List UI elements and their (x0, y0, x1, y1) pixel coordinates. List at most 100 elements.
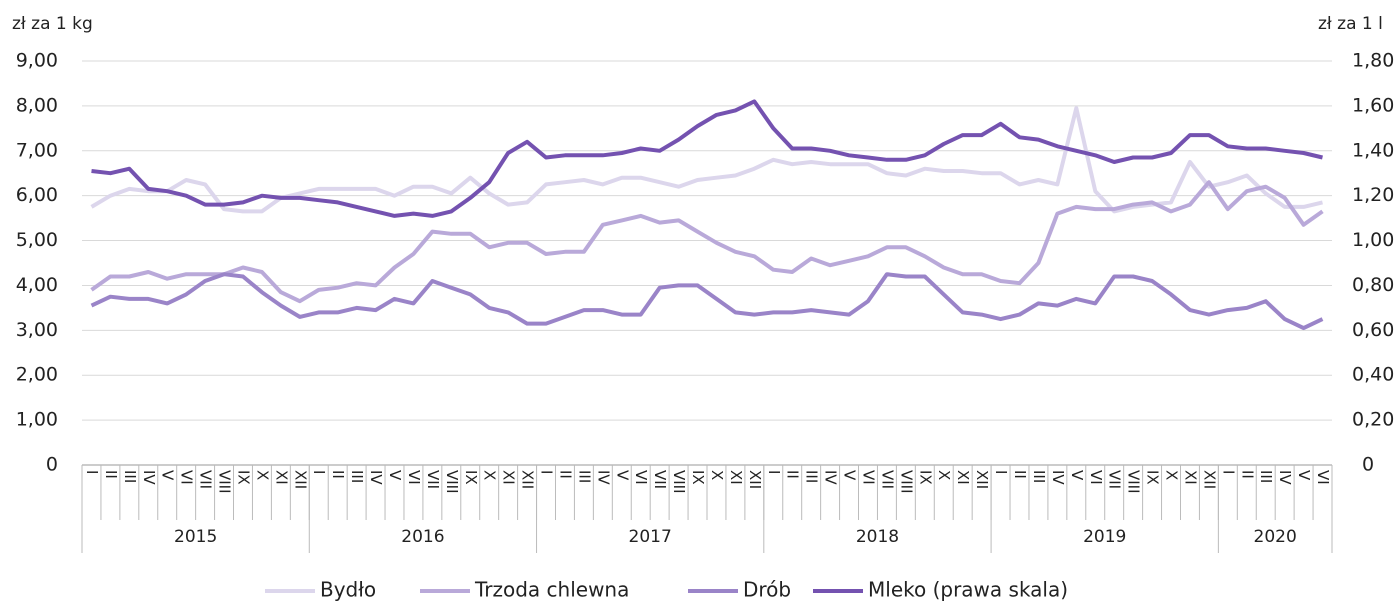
y-tick-label: 1,00 (16, 409, 58, 431)
x-tick-label: I (1219, 470, 1237, 474)
x-tick-label: XII (973, 470, 991, 489)
x-tick-label: VIII (216, 470, 234, 494)
x-tick-label: II (1011, 470, 1029, 479)
y-tick-label: 6,00 (16, 184, 58, 206)
x-tick-label: VIII (443, 470, 461, 494)
y2-tick-label: 0,80 (1352, 274, 1394, 296)
x-tick-label: XII (519, 470, 537, 489)
y2-tick-label: 1,40 (1352, 139, 1394, 161)
x-tick-label: VI (859, 470, 877, 485)
x-tick-label: IV (822, 470, 840, 485)
y2-tick-label: 0,40 (1352, 364, 1394, 386)
x-tick-label: X (935, 470, 953, 480)
x-tick-label: III (121, 470, 139, 483)
x-tick-label: III (1030, 470, 1048, 483)
x-tick-label: VII (878, 470, 896, 489)
x-tick-label: II (329, 470, 347, 479)
x-tick-label: IV (594, 470, 612, 485)
series-line (90, 180, 1324, 304)
year-label: 2017 (629, 527, 672, 547)
series-line (90, 106, 1323, 214)
y2-tick-label: 1,00 (1352, 229, 1394, 251)
x-tick-label: V (386, 470, 404, 481)
series-line (90, 272, 1324, 331)
x-tick-label: II (784, 470, 802, 479)
x-tick-label: IX (1144, 470, 1162, 485)
x-tick-label: X (708, 470, 726, 480)
series-line (91, 99, 1323, 218)
x-tick-label: VIII (1125, 470, 1143, 494)
x-tick-label: IV (1276, 470, 1294, 485)
x-tick-label: V (1068, 470, 1086, 481)
x-tick-label: V (159, 470, 177, 481)
x-tick-label: VII (651, 470, 669, 489)
year-label: 2020 (1254, 527, 1297, 547)
x-tick-label: II (102, 470, 120, 479)
x-tick-label: X (481, 470, 499, 480)
x-tick-label: VIII (670, 470, 688, 494)
x-tick-label: XI (272, 470, 290, 485)
y-tick-label: 7,00 (16, 139, 58, 161)
x-tick-label: III (1257, 470, 1275, 483)
x-tick-label: VI (1087, 470, 1105, 485)
x-tick-label: X (253, 470, 271, 480)
x-tick-label: XI (727, 470, 745, 485)
y-tick-label: 3,00 (16, 319, 58, 341)
year-label: 2015 (174, 527, 217, 547)
y2-tick-label: 0,20 (1352, 409, 1394, 431)
y-tick-label: 5,00 (16, 229, 58, 251)
year-label: 2019 (1083, 527, 1126, 547)
x-tick-label: IX (234, 470, 252, 485)
x-tick-label: IX (916, 470, 934, 485)
y2-tick-label: 1,60 (1352, 94, 1394, 116)
y2-tick-label: 0 (1362, 454, 1374, 476)
x-tick-label: II (1238, 470, 1256, 479)
x-tick-label: X (1163, 470, 1181, 480)
legend-label: Drób (743, 578, 791, 602)
x-tick-label: XII (746, 470, 764, 489)
legend-label: Mleko (prawa skala) (868, 578, 1068, 602)
y-tick-label: 4,00 (16, 274, 58, 296)
x-tick-label: VIII (897, 470, 915, 494)
year-label: 2018 (856, 527, 899, 547)
x-tick-label: IX (689, 470, 707, 485)
y-tick-label: 2,00 (16, 364, 58, 386)
y2-tick-label: 0,60 (1352, 319, 1394, 341)
legend-label: Bydło (320, 578, 376, 602)
x-tick-label: XII (1200, 470, 1218, 489)
x-tick-label: III (575, 470, 593, 483)
y2-tick-label: 1,20 (1352, 184, 1394, 206)
y-tick-label: 8,00 (16, 94, 58, 116)
year-label: 2016 (401, 527, 444, 547)
x-tick-label: IX (462, 470, 480, 485)
x-tick-label: VI (405, 470, 423, 485)
y2-axis-label: zł za 1 l (1318, 14, 1383, 34)
x-tick-label: IV (140, 470, 158, 485)
x-tick-label: III (803, 470, 821, 483)
x-tick-label: VI (178, 470, 196, 485)
x-tick-label: III (348, 470, 366, 483)
x-tick-label: I (310, 470, 328, 474)
legend-label: Trzoda chlewna (474, 578, 629, 602)
x-tick-label: I (765, 470, 783, 474)
y-tick-label: 9,00 (16, 50, 58, 72)
x-tick-label: XII (291, 470, 309, 489)
x-tick-label: I (992, 470, 1010, 474)
x-tick-label: IV (1049, 470, 1067, 485)
x-tick-label: I (538, 470, 556, 474)
x-tick-label: IV (367, 470, 385, 485)
x-tick-label: XI (954, 470, 972, 485)
x-tick-label: II (556, 470, 574, 479)
x-tick-label: VII (424, 470, 442, 489)
x-tick-label: V (1295, 470, 1313, 481)
x-tick-label: VII (1106, 470, 1124, 489)
x-tick-label: XI (500, 470, 518, 485)
x-tick-label: I (83, 470, 101, 474)
x-tick-label: V (613, 470, 631, 481)
x-tick-label: VII (197, 470, 215, 489)
x-tick-label: V (841, 470, 859, 481)
y-tick-label: 0 (46, 454, 58, 476)
x-tick-label: VI (632, 470, 650, 485)
x-tick-label: VI (1314, 470, 1332, 485)
